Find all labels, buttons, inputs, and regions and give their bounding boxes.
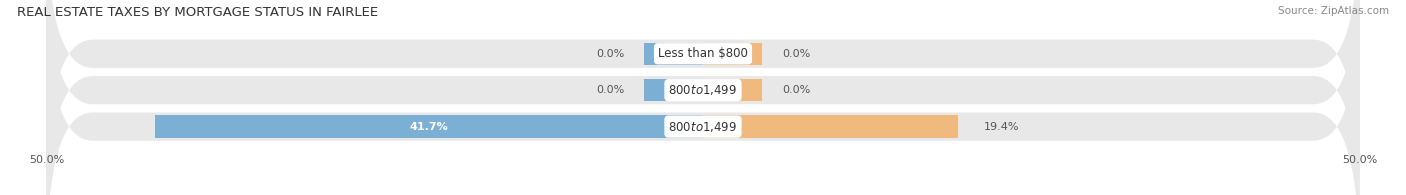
Text: Less than $800: Less than $800: [658, 47, 748, 60]
FancyBboxPatch shape: [46, 0, 1360, 195]
Text: 0.0%: 0.0%: [782, 49, 810, 59]
Text: Source: ZipAtlas.com: Source: ZipAtlas.com: [1278, 6, 1389, 16]
Bar: [156, 115, 703, 138]
Text: 0.0%: 0.0%: [782, 85, 810, 95]
Text: $800 to $1,499: $800 to $1,499: [668, 120, 738, 134]
Text: 0.0%: 0.0%: [596, 49, 624, 59]
Bar: [644, 43, 703, 65]
Text: REAL ESTATE TAXES BY MORTGAGE STATUS IN FAIRLEE: REAL ESTATE TAXES BY MORTGAGE STATUS IN …: [17, 6, 378, 19]
Bar: [644, 79, 703, 101]
Text: 41.7%: 41.7%: [409, 122, 449, 132]
Bar: [703, 115, 957, 138]
FancyBboxPatch shape: [46, 0, 1360, 195]
FancyBboxPatch shape: [46, 0, 1360, 195]
Text: 0.0%: 0.0%: [596, 85, 624, 95]
Bar: [703, 43, 762, 65]
Text: 19.4%: 19.4%: [984, 122, 1019, 132]
Text: $800 to $1,499: $800 to $1,499: [668, 83, 738, 97]
Bar: [703, 79, 762, 101]
